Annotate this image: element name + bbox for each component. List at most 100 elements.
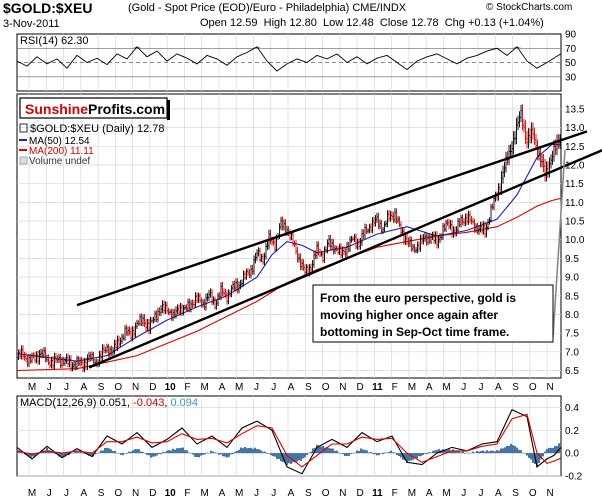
x-tick-label: O: [322, 382, 330, 393]
macd-hist-bar: [134, 449, 136, 454]
macd-hist-bar: [28, 453, 30, 456]
x-tick-label: A: [288, 382, 295, 393]
macd-hist-bar: [312, 448, 314, 454]
macd-hist-bar: [122, 453, 124, 456]
macd-hist-bar: [104, 448, 106, 454]
x-tick-label: J: [47, 382, 52, 393]
macd-hist-bar: [544, 451, 546, 454]
x-tick-label: F: [184, 488, 190, 499]
macd-hist-bar: [202, 453, 204, 455]
macd-hist-bar: [170, 450, 172, 454]
price-tick-label: 12.5: [565, 142, 585, 153]
macd-hist-bar: [258, 449, 260, 454]
macd-hist-bar: [324, 447, 326, 454]
macd-hist-bar: [330, 448, 332, 454]
macd-hist-bar: [50, 450, 52, 454]
trendline-lower: [88, 149, 602, 369]
macd-hist-bar: [20, 452, 22, 454]
macd-hist-bar: [374, 453, 376, 455]
macd-tick-label: 0.0: [565, 449, 579, 460]
macd-hist-bar: [424, 453, 426, 454]
macd-hist-bar: [548, 447, 550, 454]
ohlc-chg-label: Chg: [444, 17, 465, 29]
macd-hist-bar: [390, 450, 392, 454]
legend-ma200: MA(200) 11.11: [29, 146, 94, 157]
macd-hist-bar: [90, 453, 92, 456]
macd-hist-bar: [492, 450, 494, 454]
legend-ma50: MA(50) 12.54: [29, 136, 90, 147]
x-tick-label: S: [98, 488, 105, 499]
x-tick-label: N: [132, 488, 139, 499]
macd-line: [17, 408, 561, 475]
macd-hist-bar: [154, 453, 156, 457]
macd-hist-bar: [504, 447, 506, 454]
macd-hist-bar: [410, 453, 412, 461]
macd-hist-bar: [106, 447, 108, 454]
macd-hist-bar: [176, 448, 178, 454]
macd-hist-bar: [160, 453, 162, 455]
macd-hist-bar: [228, 453, 230, 457]
macd-hist-bar: [64, 453, 66, 457]
macd-hist-bar: [368, 452, 370, 454]
macd-hist-bar: [402, 453, 404, 460]
x-tick-label: J: [254, 382, 259, 393]
macd-hist-bar: [98, 452, 100, 454]
x-tick-label: J: [479, 382, 484, 393]
macd-hist-bar: [522, 453, 524, 454]
macd-hist-bar: [430, 452, 432, 454]
macd-hist-bar: [378, 453, 380, 456]
macd-hist-bar: [308, 452, 310, 454]
ohlc-close-label: Close: [379, 17, 409, 29]
macd-hist-bar: [252, 448, 254, 454]
x-tick-label: S: [98, 382, 105, 393]
macd-hist-bar: [76, 450, 78, 454]
macd-hist-bar: [358, 450, 360, 454]
price-tick-label: 11.0: [565, 198, 584, 209]
macd-hist-bar: [456, 450, 458, 454]
x-tick-label: A: [426, 488, 433, 499]
price-tick-label: 13.0: [565, 123, 585, 134]
macd-hist-bar: [554, 446, 556, 454]
macd-hist-bar: [200, 453, 202, 456]
macd-hist-bar: [298, 453, 300, 461]
legend-volume-swatch: [19, 156, 28, 165]
x-tick-label: A: [426, 382, 433, 393]
macd-hist-bar: [238, 449, 240, 454]
macd-hist-bar: [132, 450, 134, 454]
macd-hist-bar: [248, 448, 250, 454]
x-tick-label: F: [392, 382, 398, 393]
macd-hist-bar: [360, 448, 362, 454]
macd-hist-bar: [530, 453, 532, 460]
ohlc-low-value: 12.48: [346, 17, 374, 29]
macd-hist-bar: [166, 450, 168, 454]
macd-legend-v3: 0.094: [170, 397, 198, 409]
macd-hist-bar: [514, 446, 516, 454]
macd-hist-bar: [454, 450, 456, 454]
macd-hist-bar: [294, 453, 296, 463]
macd-hist-bar: [332, 448, 334, 454]
macd-hist-bar: [194, 453, 196, 457]
logo-text: SunshineProfits.com: [25, 101, 165, 117]
macd-hist-bar: [468, 452, 470, 454]
x-tick-label: 11: [372, 382, 383, 393]
macd-hist-bar: [234, 451, 236, 454]
x-tick-label: O: [322, 488, 330, 499]
macd-hist-bar: [260, 450, 262, 454]
macd-hist-bar: [526, 453, 528, 456]
macd-tick-label: -0.2: [565, 472, 583, 483]
macd-hist-bar: [144, 453, 146, 454]
price-tick-label: 10.5: [565, 217, 585, 228]
macd-hist-bar: [490, 450, 492, 454]
macd-hist-bar: [178, 448, 180, 454]
x-tick-label: A: [288, 488, 295, 499]
macd-hist-bar: [512, 445, 514, 454]
macd-hist-bar: [138, 449, 140, 454]
x-tick-label: J: [479, 488, 484, 499]
macd-hist-bar: [436, 450, 438, 454]
macd-hist-bar: [346, 453, 348, 456]
price-tick-label: 8.5: [565, 291, 579, 302]
macd-hist-bar: [286, 453, 288, 465]
macd-hist-bar: [420, 453, 422, 457]
macd-hist-bar: [482, 450, 484, 454]
macd-hist-bar: [532, 453, 534, 463]
